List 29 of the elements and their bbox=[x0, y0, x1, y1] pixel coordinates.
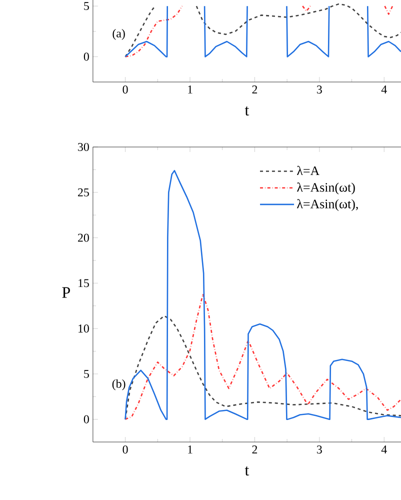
y-tick-label: 5 bbox=[84, 370, 89, 378]
y-tick-label: 15 bbox=[78, 279, 89, 288]
y-tick-label: 30 bbox=[78, 142, 89, 152]
x-tick-label: 2 bbox=[252, 446, 258, 454]
x-tick-label: 0 bbox=[122, 86, 128, 94]
x-tick-label: 0 bbox=[122, 446, 128, 454]
y-tick-label: 0 bbox=[84, 415, 89, 424]
x-tick-label: 1 bbox=[188, 446, 192, 454]
legend-label: λ=Asin(ωt), bbox=[297, 199, 358, 211]
x-tick-label: 1 bbox=[188, 86, 192, 94]
legend-label: λ=Asin(ωt) bbox=[297, 182, 355, 194]
y-tick-label: 5 bbox=[84, 2, 89, 10]
x-tick-label: 4 bbox=[381, 86, 387, 94]
y-tick-label: 0 bbox=[84, 52, 89, 61]
x-axis-title: t bbox=[244, 106, 250, 116]
x-tick-label: 2 bbox=[252, 86, 258, 94]
line-series bbox=[124, 315, 401, 420]
line-series bbox=[124, 293, 401, 420]
legend-label: λ=A bbox=[297, 166, 320, 176]
y-tick-label: 25 bbox=[78, 188, 89, 196]
x-axis-title: t bbox=[244, 466, 250, 476]
x-tick-label: 3 bbox=[317, 446, 322, 454]
annotation: (a) bbox=[112, 29, 125, 40]
y-axis-title: P bbox=[62, 287, 70, 298]
x-tick-label: 3 bbox=[317, 86, 322, 94]
y-tick-label: 10 bbox=[78, 324, 89, 333]
x-tick-label: 4 bbox=[381, 446, 387, 454]
y-tick-label: 20 bbox=[78, 234, 89, 242]
annotation: (b) bbox=[112, 379, 126, 390]
